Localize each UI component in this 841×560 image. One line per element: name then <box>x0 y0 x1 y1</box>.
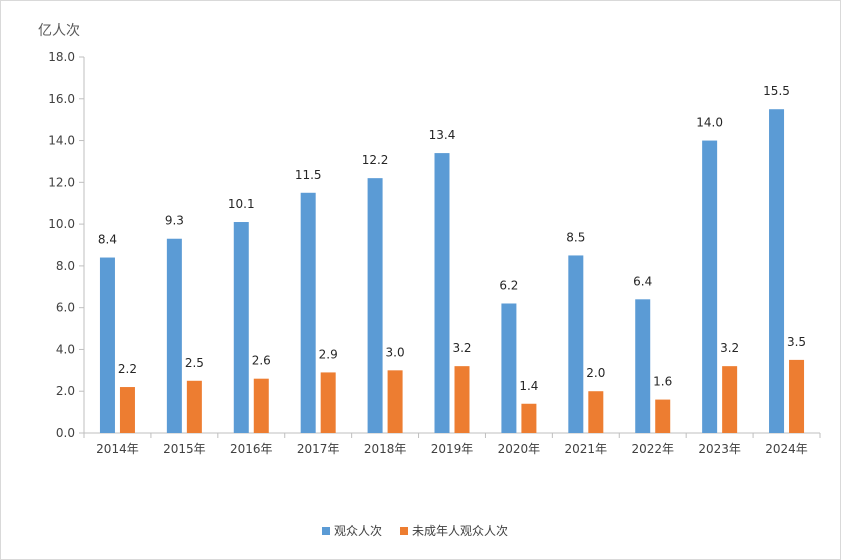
y-tick-label: 8.0 <box>56 259 75 273</box>
bar-minor-audience <box>722 366 738 433</box>
legend-label: 观众人次 <box>334 524 382 538</box>
bar-audience <box>702 140 718 434</box>
bar-audience <box>568 255 584 433</box>
x-tick-label: 2022年 <box>631 442 674 456</box>
data-label: 6.4 <box>633 274 652 288</box>
x-tick-label: 2023年 <box>698 442 741 456</box>
y-tick-label: 0.0 <box>56 426 75 440</box>
bar-minor-audience <box>186 380 202 433</box>
y-tick-label: 6.0 <box>56 301 75 315</box>
bar-audience <box>367 178 383 433</box>
bar-audience <box>635 299 651 433</box>
axes: 0.0 2.0 4.0 6.0 8.0 10.0 12.0 14.0 16.0 18.0 2014年… <box>48 50 821 456</box>
bar-minor-audience <box>320 372 336 433</box>
bar-audience <box>300 192 316 433</box>
y-tick-label: 18.0 <box>48 50 75 64</box>
data-labels: 8.4 9.3 10.1 11.5 12.2 13.4 6.2 8.5 6.4 14.0 15.5 2… <box>98 84 806 393</box>
data-label: 1.6 <box>653 375 672 389</box>
bars <box>99 109 805 434</box>
data-label: 8.5 <box>566 230 585 244</box>
data-label: 8.4 <box>98 233 117 247</box>
bar-audience <box>769 109 785 433</box>
legend: 观众人次 未成年人观众人次 <box>322 524 508 538</box>
data-label: 6.2 <box>499 278 518 292</box>
y-tick-label: 10.0 <box>48 217 75 231</box>
x-tick-label: 2020年 <box>498 442 541 456</box>
data-label: 10.1 <box>228 197 255 211</box>
data-label: 2.9 <box>319 347 338 361</box>
bar-minor-audience <box>521 403 537 433</box>
x-tick-label: 2016年 <box>230 442 273 456</box>
x-tick-label: 2014年 <box>96 442 139 456</box>
y-axis-unit-label: 亿人次 <box>38 23 80 39</box>
y-tick-label: 4.0 <box>56 342 75 356</box>
bar-minor-audience <box>655 399 671 433</box>
bar-minor-audience <box>119 387 135 433</box>
x-tick-label: 2015年 <box>163 442 206 456</box>
data-label: 3.0 <box>386 345 405 359</box>
data-label: 2.6 <box>252 354 271 368</box>
y-tick-label: 14.0 <box>48 134 75 148</box>
data-label: 13.4 <box>429 128 456 142</box>
legend-swatch <box>322 527 330 535</box>
y-tick-label: 2.0 <box>56 384 75 398</box>
y-tick-label: 16.0 <box>48 92 75 106</box>
bar-minor-audience <box>253 378 269 433</box>
data-label: 2.0 <box>586 366 605 380</box>
x-tick-label: 2021年 <box>565 442 608 456</box>
bar-minor-audience <box>454 366 470 433</box>
data-label: 1.4 <box>519 379 538 393</box>
data-label: 3.2 <box>720 341 739 355</box>
legend-label: 未成年人观众人次 <box>412 524 508 538</box>
bar-minor-audience <box>789 359 805 433</box>
legend-swatch <box>400 527 408 535</box>
bar-audience <box>501 303 517 433</box>
bar-audience <box>233 222 249 433</box>
bar-minor-audience <box>387 370 403 433</box>
data-label: 2.5 <box>185 356 204 370</box>
bar-audience <box>434 153 450 434</box>
x-tick-label: 2019年 <box>431 442 474 456</box>
x-tick-label: 2018年 <box>364 442 407 456</box>
x-tick-label: 2024年 <box>765 442 808 456</box>
data-label: 3.2 <box>452 341 471 355</box>
data-label: 12.2 <box>362 153 389 167</box>
data-label: 15.5 <box>763 84 790 98</box>
data-label: 3.5 <box>787 335 806 349</box>
data-label: 11.5 <box>295 168 322 182</box>
bar-audience <box>166 238 182 433</box>
bar-minor-audience <box>588 391 604 433</box>
bar-audience <box>99 257 115 433</box>
data-label: 9.3 <box>165 214 184 228</box>
data-label: 14.0 <box>696 116 723 130</box>
y-tick-label: 12.0 <box>48 175 75 189</box>
x-tick-label: 2017年 <box>297 442 340 456</box>
data-label: 2.2 <box>118 362 137 376</box>
